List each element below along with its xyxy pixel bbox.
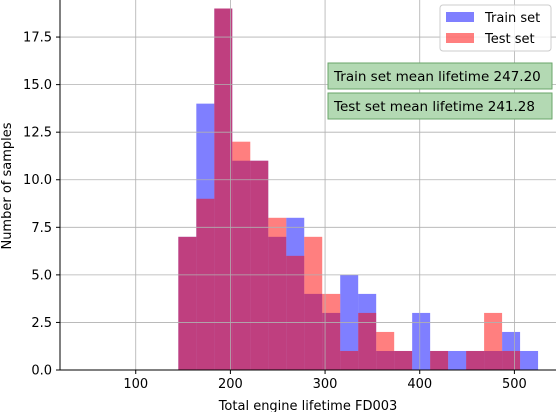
histogram-bar-test <box>466 350 485 370</box>
y-tick-label: 7.5 <box>31 221 52 236</box>
histogram-bar-test <box>394 350 413 370</box>
legend-label: Train set <box>484 11 540 26</box>
y-tick-label: 5.0 <box>31 268 52 283</box>
x-axis-label: Total engine lifetime FD003 <box>218 399 398 412</box>
y-tick-label: 17.5 <box>23 31 52 46</box>
histogram-bar-test <box>430 350 449 370</box>
y-tick-label: 0.0 <box>31 364 52 379</box>
x-tick-label: 400 <box>407 377 432 392</box>
x-tick-label: 100 <box>123 377 148 392</box>
histogram-bar-test <box>250 160 269 370</box>
y-tick-label: 2.5 <box>31 316 52 331</box>
y-axis-label: Number of samples <box>0 122 15 249</box>
histogram-bar-test <box>376 331 395 370</box>
histogram-bar-train <box>520 350 539 370</box>
legend-label: Test set <box>484 32 535 47</box>
y-tick-label: 12.5 <box>23 126 52 141</box>
annotation-box <box>327 62 553 90</box>
y-tick-label: 10.0 <box>23 173 52 188</box>
histogram-bar-test <box>196 198 215 370</box>
legend-swatch <box>446 33 474 43</box>
histogram-bar-test <box>286 255 305 370</box>
histogram-bar-train <box>448 350 467 370</box>
histogram-bar-test <box>322 293 341 370</box>
histogram-bar-test <box>232 141 251 370</box>
x-tick-label: 200 <box>218 377 243 392</box>
histogram-bar-train <box>412 312 431 370</box>
histogram-bar-test <box>178 236 197 370</box>
legend-swatch <box>446 12 474 22</box>
histogram-bar-test <box>340 350 359 370</box>
x-tick-label: 300 <box>313 377 338 392</box>
histogram-bar-test <box>484 312 503 370</box>
histogram-bar-test <box>268 217 287 370</box>
x-tick-label: 500 <box>502 377 527 392</box>
histogram-bar-test <box>502 350 521 370</box>
annotation-box <box>327 92 553 120</box>
annotation-text: Test set mean lifetime 241.28 <box>333 99 535 115</box>
histogram-bar-test <box>214 8 233 371</box>
histogram-bar-test <box>358 312 377 370</box>
y-tick-label: 15.0 <box>23 78 52 93</box>
histogram-bar-test <box>304 236 323 370</box>
annotation-text: Train set mean lifetime 247.20 <box>333 69 541 85</box>
